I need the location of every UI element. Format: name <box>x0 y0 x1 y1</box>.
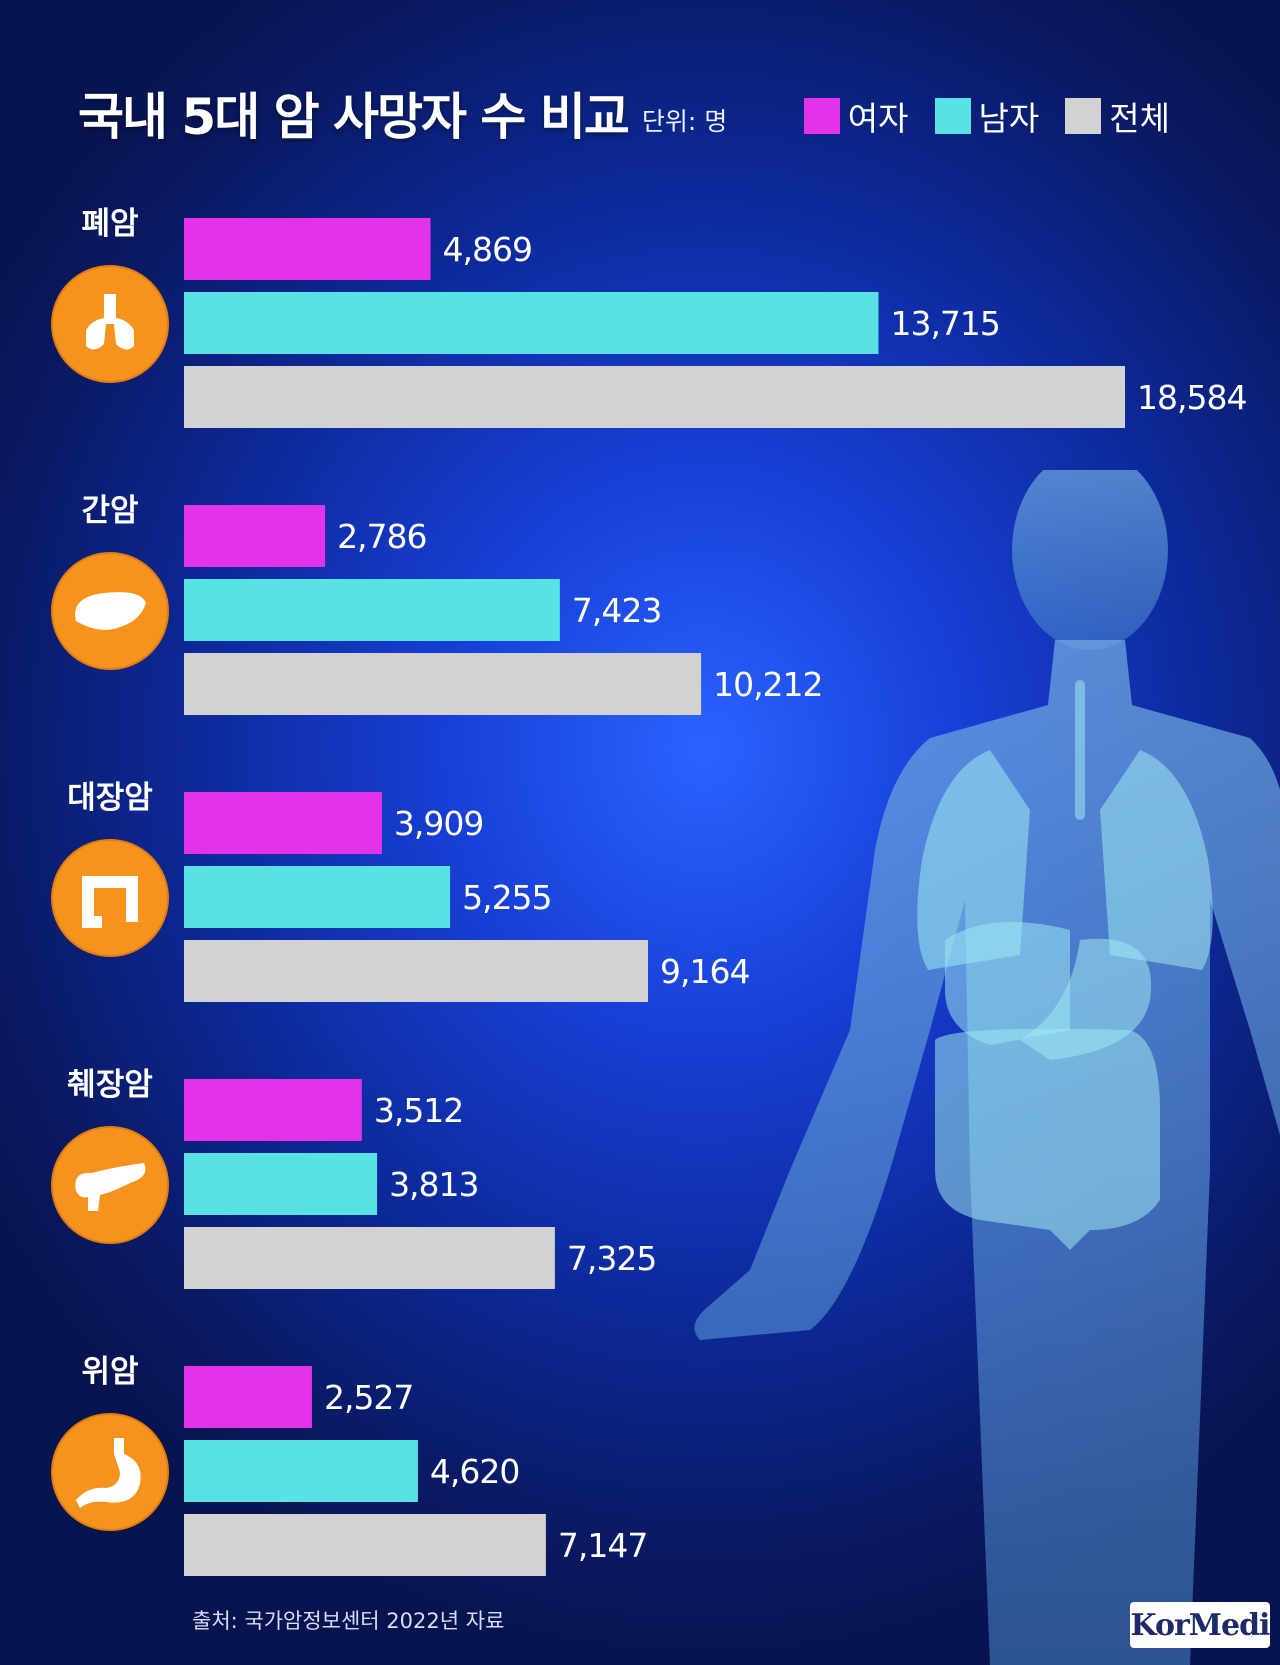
value-label-4-1: 4,620 <box>430 1452 519 1491</box>
human-body-illustration <box>694 470 1280 1665</box>
stomach-icon-shape <box>76 1438 141 1508</box>
value-label-0-0: 4,869 <box>443 230 532 269</box>
legend-label-female: 여자 <box>847 99 909 138</box>
icon-circle <box>52 840 168 956</box>
colon-icon <box>51 839 169 957</box>
category-label-1: 간암 <box>81 493 138 529</box>
bar-4-2 <box>184 1514 546 1576</box>
icon-circle-border <box>51 265 169 383</box>
value-label-2-0: 3,909 <box>394 804 483 843</box>
bar-1-2 <box>184 653 702 715</box>
legend-label-male: 남자 <box>978 99 1040 138</box>
page-title: 국내 5대 암 사망자 수 비교 <box>78 88 630 146</box>
category-label-2: 대장암 <box>67 780 153 816</box>
lungs-icon-shape <box>86 294 134 350</box>
category-label-4: 위암 <box>81 1354 138 1390</box>
bar-2-1 <box>184 866 451 928</box>
kormedi-logo: KorMedi <box>1130 1602 1270 1648</box>
liver-icon <box>51 552 169 670</box>
legend-swatch-female <box>803 98 840 134</box>
value-label-1-1: 7,423 <box>572 591 661 630</box>
value-label-1-2: 10,212 <box>713 665 822 704</box>
chart-legend: 여자 남자 전체 <box>803 92 1170 140</box>
bar-3-2 <box>184 1227 555 1289</box>
value-label-1-0: 2,786 <box>337 517 426 556</box>
legend-swatch-total <box>1065 98 1102 134</box>
value-label-0-2: 18,584 <box>1137 378 1246 417</box>
lungs-icon <box>51 265 169 383</box>
bar-3-1 <box>184 1153 378 1215</box>
legend-label-total: 전체 <box>1109 99 1170 138</box>
value-label-2-1: 5,255 <box>462 878 551 917</box>
value-label-3-0: 3,512 <box>374 1091 463 1130</box>
category-label-3: 췌장암 <box>67 1067 153 1103</box>
icon-circle-border <box>51 839 169 957</box>
unit-label: 단위: 명 <box>641 107 728 136</box>
bar-0-1 <box>184 292 879 354</box>
value-label-2-2: 9,164 <box>660 952 749 991</box>
value-label-4-2: 7,147 <box>558 1526 647 1565</box>
pancreas-icon-shape <box>75 1163 146 1211</box>
logo-text: KorMedi <box>1130 1607 1271 1643</box>
bar-2-0 <box>184 792 382 854</box>
value-label-3-2: 7,325 <box>567 1239 656 1278</box>
colon-icon-shape <box>82 876 138 928</box>
icon-circle-border <box>51 1413 169 1531</box>
value-label-0-1: 13,715 <box>890 304 999 343</box>
liver-icon-shape <box>75 592 146 630</box>
value-label-3-1: 3,813 <box>389 1165 478 1204</box>
category-label-0: 폐암 <box>81 206 138 242</box>
legend-swatch-male <box>934 98 971 134</box>
legend-item-male: 남자 <box>934 92 1040 140</box>
value-label-4-0: 2,527 <box>324 1378 413 1417</box>
bar-4-1 <box>184 1440 418 1502</box>
icon-circle-border <box>51 1126 169 1244</box>
bar-1-0 <box>184 505 326 567</box>
legend-item-total: 전체 <box>1065 92 1170 140</box>
bar-0-2 <box>184 366 1125 428</box>
stomach-icon <box>51 1413 169 1531</box>
legend-item-female: 여자 <box>803 92 909 140</box>
pancreas-icon <box>51 1126 169 1244</box>
bar-4-0 <box>184 1366 312 1428</box>
bar-2-2 <box>184 940 649 1002</box>
bar-3-0 <box>184 1079 362 1141</box>
internal-organs <box>917 680 1213 1250</box>
bar-1-1 <box>184 579 560 641</box>
source-note: 출처: 국가암정보센터 2022년 자료 <box>192 1609 505 1633</box>
icon-circle-border <box>51 552 169 670</box>
bar-0-0 <box>184 218 431 280</box>
